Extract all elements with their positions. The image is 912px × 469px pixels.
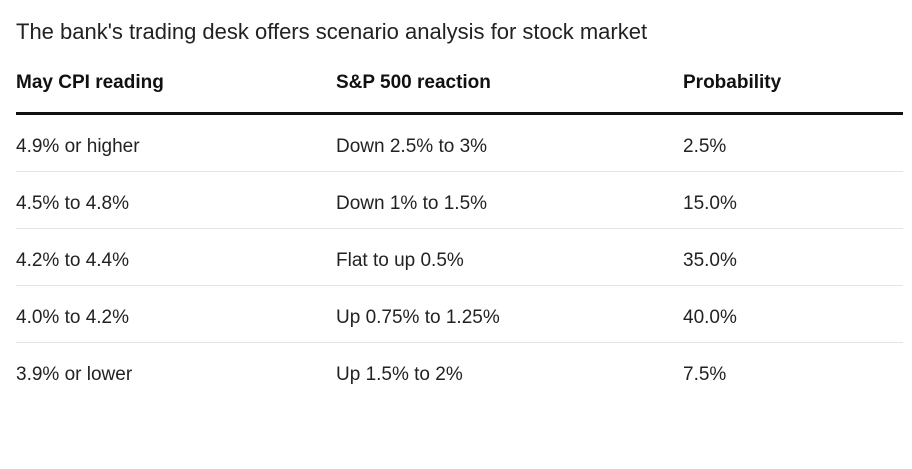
probability-cell: 7.5% [683, 364, 727, 385]
sp500-reaction-cell: Flat to up 0.5% [336, 250, 464, 271]
cpi-reading-cell: 4.9% or higher [16, 136, 140, 157]
table-row: 3.9% or lower Up 1.5% to 2% 7.5% [16, 343, 903, 399]
table-title: The bank's trading desk offers scenario … [16, 19, 648, 44]
table-row: 4.9% or higher Down 2.5% to 3% 2.5% [16, 115, 903, 172]
probability-cell: 40.0% [683, 307, 737, 328]
cpi-reading-cell: 4.2% to 4.4% [16, 250, 130, 271]
scenario-table: May CPI reading S&P 500 reaction Probabi… [16, 68, 903, 399]
sp500-reaction-cell: Up 0.75% to 1.25% [336, 307, 500, 328]
sp500-reaction-cell: Down 2.5% to 3% [336, 136, 488, 157]
probability-cell: 2.5% [683, 136, 727, 157]
table-row: 4.2% to 4.4% Flat to up 0.5% 35.0% [16, 229, 903, 286]
cpi-reading-cell: 3.9% or lower [16, 364, 133, 385]
cpi-reading-cell: 4.0% to 4.2% [16, 307, 130, 328]
table-row: 4.5% to 4.8% Down 1% to 1.5% 15.0% [16, 172, 903, 229]
header-sp500-reaction: S&P 500 reaction [336, 72, 491, 93]
sp500-reaction-cell: Down 1% to 1.5% [336, 193, 488, 214]
table-header-row: May CPI reading S&P 500 reaction Probabi… [16, 68, 903, 115]
cpi-reading-cell: 4.5% to 4.8% [16, 193, 130, 214]
probability-cell: 35.0% [683, 250, 737, 271]
probability-cell: 15.0% [683, 193, 737, 214]
sp500-reaction-cell: Up 1.5% to 2% [336, 364, 463, 385]
header-probability: Probability [683, 72, 782, 93]
table-row: 4.0% to 4.2% Up 0.75% to 1.25% 40.0% [16, 286, 903, 343]
header-cpi-reading: May CPI reading [16, 72, 164, 93]
